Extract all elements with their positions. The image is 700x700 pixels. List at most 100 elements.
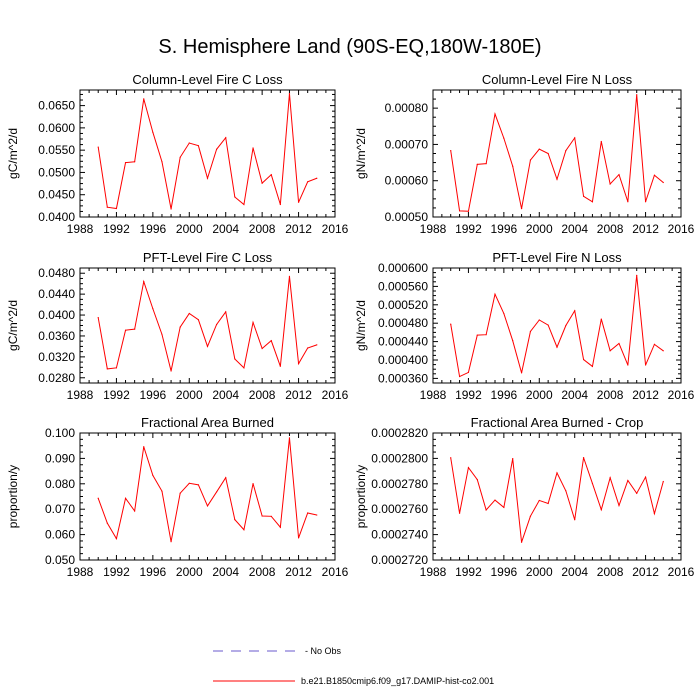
x-tick-label: 1988	[420, 222, 447, 236]
x-tick-label: 2012	[632, 565, 659, 579]
data-point	[261, 182, 263, 184]
y-tick-label: 0.000520	[378, 298, 428, 312]
data-point	[476, 334, 478, 336]
data-point	[467, 466, 470, 469]
data-point	[252, 321, 254, 323]
data-point	[206, 345, 209, 348]
data-point	[252, 147, 254, 149]
data-point	[143, 446, 145, 448]
x-tick-label: 1992	[103, 388, 130, 402]
x-tick-label: 2012	[285, 388, 312, 402]
series-line-1	[97, 93, 317, 210]
panel-title: Fractional Area Burned - Crop	[471, 415, 644, 430]
figure-title: S. Hemisphere Land (90S-EQ,180W-180E)	[158, 36, 542, 58]
data-point	[600, 140, 602, 143]
data-point	[450, 457, 452, 459]
data-point	[297, 363, 300, 365]
data-point	[297, 537, 300, 539]
data-point	[618, 504, 620, 507]
data-point	[134, 161, 136, 163]
data-point	[653, 174, 656, 176]
chart-panel-1: Column-Level Fire C Loss 1988 1992 1996 2000…	[6, 72, 349, 236]
x-tick-label: 1996	[140, 565, 167, 579]
data-point	[252, 482, 254, 485]
x-tick-label: 2000	[526, 565, 553, 579]
data-point	[206, 177, 209, 179]
series-line-1	[450, 275, 664, 378]
y-tick-label: 0.0600	[38, 121, 75, 135]
y-tick-label: 0.0480	[38, 266, 75, 280]
data-point	[503, 137, 505, 139]
x-tick-label: 2008	[597, 565, 624, 579]
y-tick-label: 0.0002720	[371, 553, 428, 567]
y-tick-label: 0.100	[45, 426, 75, 440]
x-tick-label: 2008	[597, 388, 624, 402]
data-point	[161, 161, 163, 163]
data-point	[636, 492, 638, 494]
y-tick-label: 0.000360	[378, 371, 428, 385]
y-tick-label: 0.0280	[38, 371, 75, 385]
y-tick-label: 0.00070	[385, 137, 429, 151]
data-point	[644, 201, 647, 203]
data-point	[216, 148, 218, 150]
x-tick-label: 1992	[103, 222, 130, 236]
x-tick-label: 2004	[212, 388, 239, 402]
x-tick-label: 2012	[632, 222, 659, 236]
x-tick-label: 2008	[249, 222, 276, 236]
data-point	[565, 149, 567, 152]
x-tick-label: 1996	[491, 222, 518, 236]
y-tick-label: 0.0440	[38, 287, 75, 301]
x-tick-label: 2004	[212, 565, 239, 579]
data-point	[270, 340, 272, 342]
panel-title: Column-Level Fire C Loss	[132, 72, 283, 87]
data-point	[485, 509, 487, 511]
x-tick-label: 2004	[561, 388, 588, 402]
x-tick-label: 1988	[420, 388, 447, 402]
data-point	[106, 368, 108, 370]
y-tick-label: 0.000440	[378, 335, 428, 349]
data-point	[494, 113, 496, 115]
x-tick-label: 1992	[455, 388, 482, 402]
data-point	[653, 343, 656, 345]
data-point	[582, 358, 585, 361]
data-point	[512, 458, 514, 460]
data-point	[288, 275, 291, 277]
data-point	[97, 146, 99, 148]
panel-title: Column-Level Fire N Loss	[482, 72, 633, 87]
data-point	[234, 358, 236, 360]
data-point	[124, 497, 127, 499]
y-axis-label: gN/m^2/d	[354, 300, 368, 351]
y-tick-label: 0.0320	[38, 350, 75, 364]
data-point	[307, 512, 309, 514]
y-tick-label: 0.0002820	[371, 426, 428, 440]
data-point	[270, 174, 272, 176]
data-point	[627, 479, 629, 482]
data-point	[618, 342, 620, 345]
data-point	[316, 514, 318, 516]
panel-title: PFT-Level Fire N Loss	[492, 250, 622, 265]
data-point	[188, 312, 190, 315]
x-tick-label: 2008	[249, 565, 276, 579]
data-point	[458, 375, 461, 378]
data-point	[636, 274, 638, 276]
data-point	[288, 92, 291, 95]
data-point	[316, 177, 318, 179]
data-point	[538, 319, 540, 321]
data-point	[450, 323, 452, 325]
data-point	[600, 318, 602, 320]
data-point	[574, 137, 576, 139]
y-tick-label: 0.0550	[38, 143, 75, 157]
data-point	[609, 350, 611, 352]
data-point	[288, 437, 291, 439]
data-point	[134, 328, 136, 330]
data-point	[97, 317, 99, 319]
x-tick-label: 2004	[561, 222, 588, 236]
y-tick-label: 0.0400	[38, 210, 75, 224]
y-tick-label: 0.060	[45, 528, 75, 542]
y-tick-label: 0.0500	[38, 165, 75, 179]
y-tick-label: 0.0002780	[371, 477, 428, 491]
data-point	[179, 326, 181, 328]
data-point	[243, 529, 245, 531]
data-point	[152, 308, 154, 310]
